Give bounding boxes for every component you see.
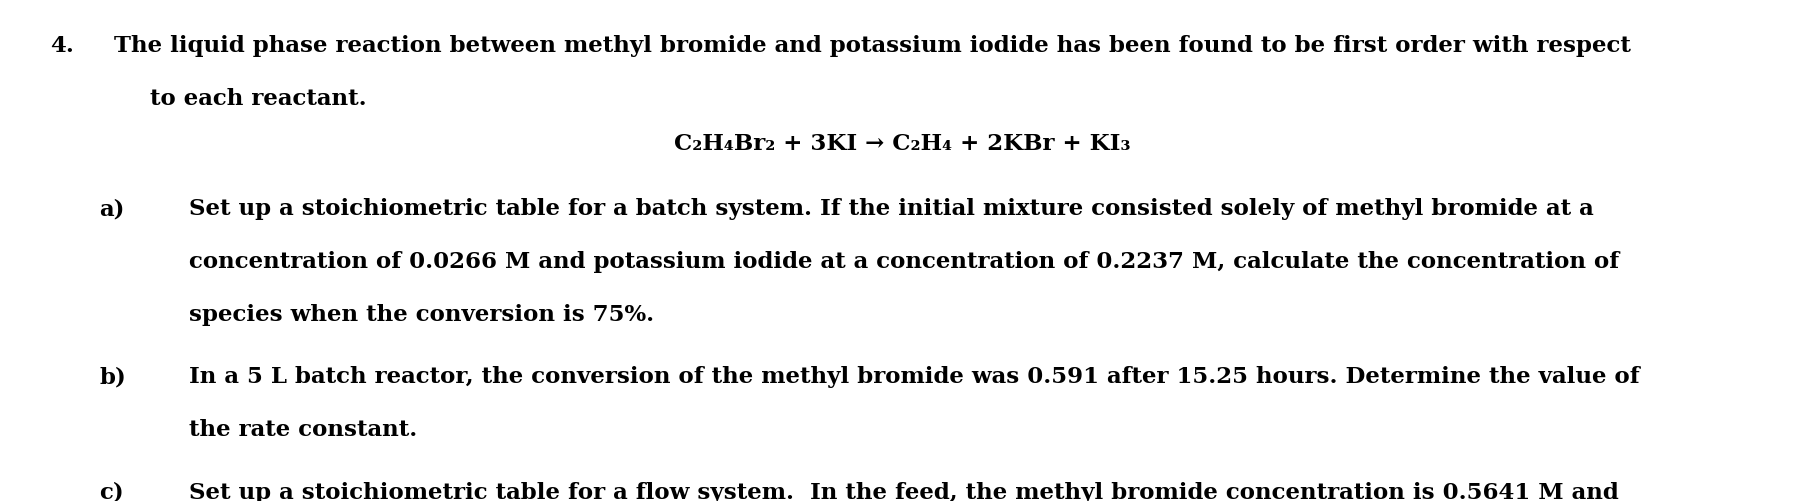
- Text: a): a): [99, 198, 124, 220]
- Text: concentration of 0.0266 M and potassium iodide at a concentration of 0.2237 M, c: concentration of 0.0266 M and potassium …: [189, 250, 1620, 273]
- Text: Set up a stoichiometric table for a batch system. If the initial mixture consist: Set up a stoichiometric table for a batc…: [189, 198, 1595, 220]
- Text: c): c): [99, 481, 124, 501]
- Text: b): b): [99, 366, 126, 388]
- Text: Set up a stoichiometric table for a flow system.  In the feed, the methyl bromid: Set up a stoichiometric table for a flow…: [189, 481, 1620, 501]
- Text: 4.: 4.: [51, 35, 74, 57]
- Text: In a 5 L batch reactor, the conversion of the methyl bromide was 0.591 after 15.: In a 5 L batch reactor, the conversion o…: [189, 366, 1640, 388]
- Text: to each reactant.: to each reactant.: [150, 88, 366, 110]
- Text: the rate constant.: the rate constant.: [189, 418, 419, 440]
- Text: C₂H₄Br₂ + 3KI → C₂H₄ + 2KBr + KI₃: C₂H₄Br₂ + 3KI → C₂H₄ + 2KBr + KI₃: [673, 133, 1131, 155]
- Text: species when the conversion is 75%.: species when the conversion is 75%.: [189, 303, 655, 325]
- Text: The liquid phase reaction between methyl bromide and potassium iodide has been f: The liquid phase reaction between methyl…: [114, 35, 1631, 57]
